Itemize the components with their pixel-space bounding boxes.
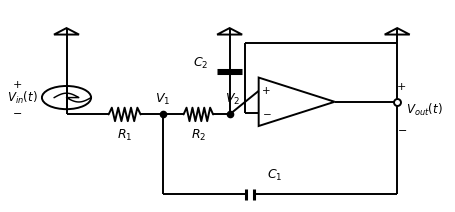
Text: $-$: $-$ — [12, 107, 22, 117]
Text: $-$: $-$ — [396, 124, 406, 134]
Text: $-$: $-$ — [261, 108, 271, 118]
Text: $V_2$: $V_2$ — [225, 92, 240, 107]
Text: $R_1$: $R_1$ — [116, 128, 132, 143]
Text: $V_{in}(t)$: $V_{in}(t)$ — [7, 89, 37, 106]
Text: $C_1$: $C_1$ — [266, 168, 282, 183]
Text: +: + — [396, 82, 405, 92]
Text: $R_2$: $R_2$ — [190, 128, 206, 143]
Text: $C_2$: $C_2$ — [192, 56, 208, 71]
Text: +: + — [262, 86, 270, 96]
Text: $V_1$: $V_1$ — [155, 92, 170, 107]
Text: +: + — [13, 80, 22, 90]
Text: $V_{out}(t)$: $V_{out}(t)$ — [405, 102, 441, 118]
